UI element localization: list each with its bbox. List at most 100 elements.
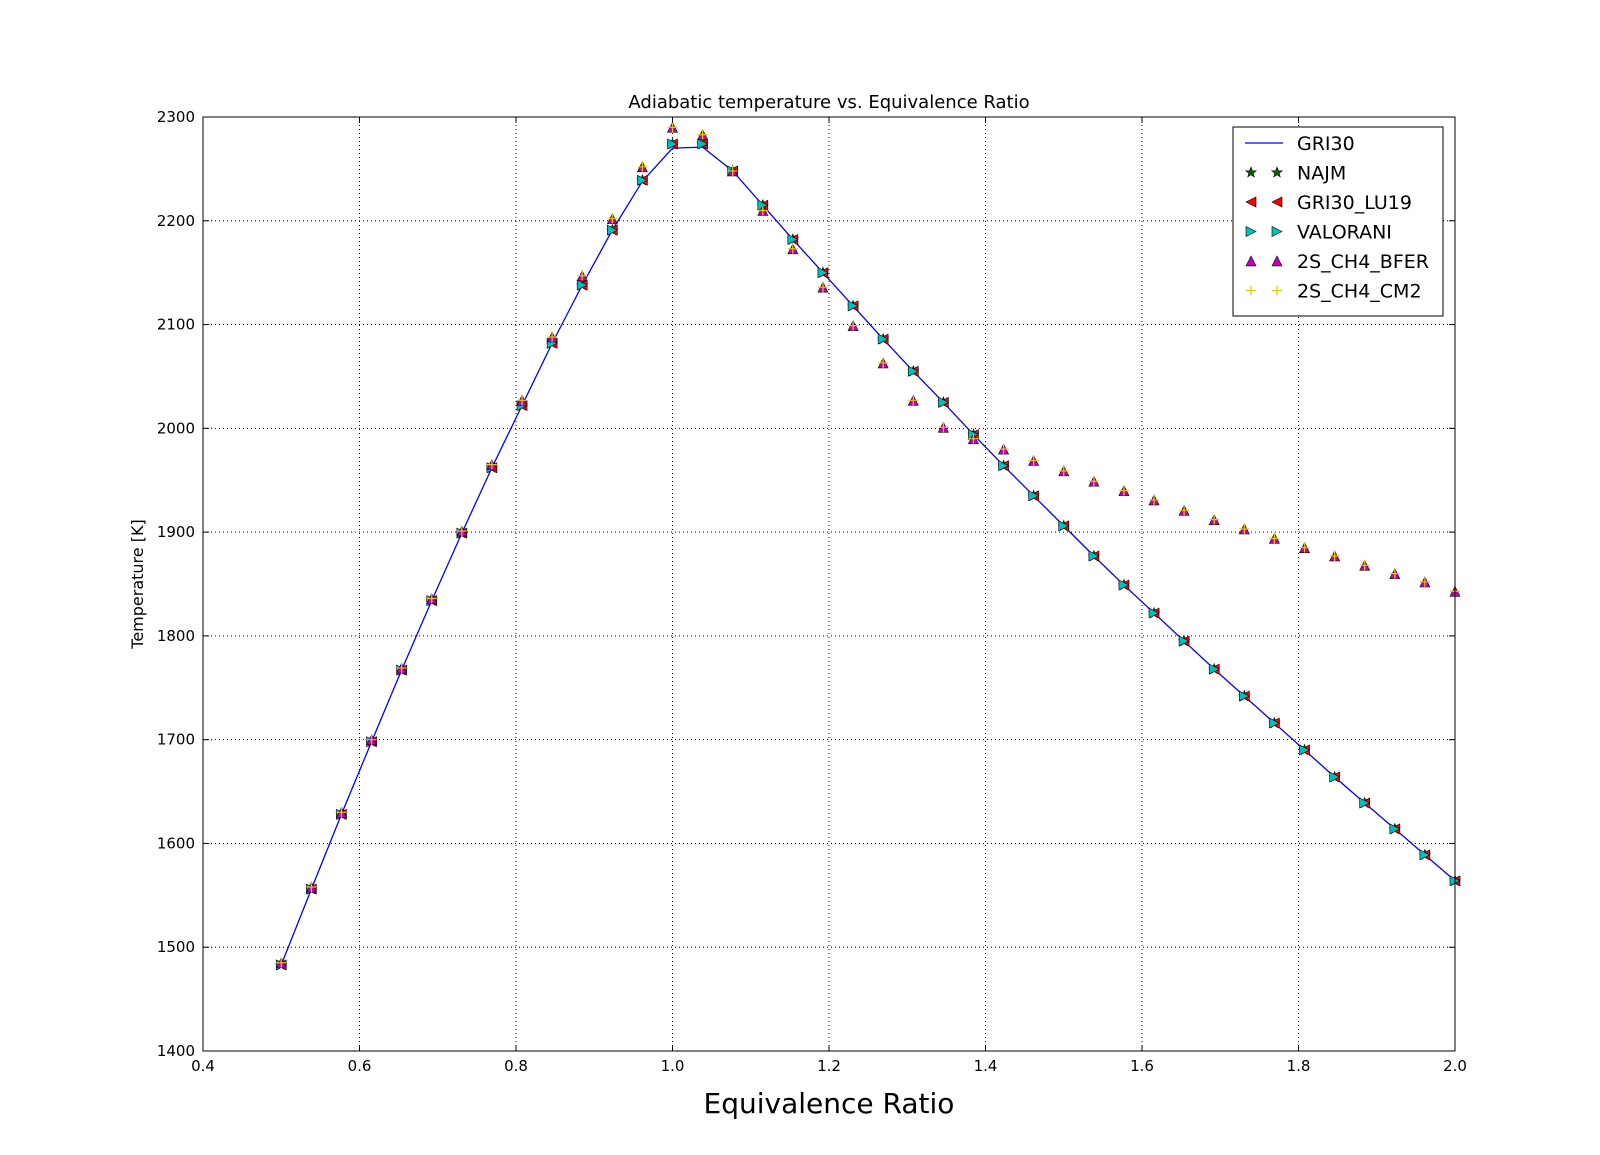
data-point xyxy=(637,174,649,186)
legend-marker xyxy=(1271,196,1283,208)
data-point xyxy=(878,357,889,368)
data-point xyxy=(607,224,618,236)
legend-marker xyxy=(1272,285,1282,296)
y-tick-label: 1800 xyxy=(157,627,195,645)
legend-item-2s-ch4-bfer: 2S_CH4_BFER xyxy=(1245,251,1429,273)
data-point xyxy=(667,138,679,150)
data-point xyxy=(576,279,588,291)
data-point xyxy=(1088,476,1099,487)
x-tick-label: 1.0 xyxy=(661,1057,685,1075)
legend-marker xyxy=(1271,255,1283,267)
data-point xyxy=(306,882,317,893)
data-point xyxy=(1269,717,1281,729)
legend-marker xyxy=(1245,196,1257,208)
data-point xyxy=(1329,771,1341,783)
legend-marker xyxy=(1246,285,1256,296)
x-tick-label: 2.0 xyxy=(1443,1057,1467,1075)
data-point xyxy=(907,365,919,377)
data-point xyxy=(1269,533,1280,544)
data-point xyxy=(787,243,798,254)
data-point xyxy=(998,444,1009,455)
series-line-gri30 xyxy=(280,146,1456,966)
y-tick-label: 1900 xyxy=(157,523,195,541)
legend-marker xyxy=(1244,166,1258,178)
data-point xyxy=(1118,485,1129,496)
data-point xyxy=(456,526,467,537)
data-point xyxy=(697,129,708,140)
y-axis-label: Temperature [K] xyxy=(128,519,147,649)
data-point xyxy=(667,122,678,133)
data-point xyxy=(366,734,377,745)
data-point xyxy=(908,395,919,406)
legend-label: GRI30 xyxy=(1297,133,1355,155)
data-point xyxy=(1058,520,1070,532)
data-point xyxy=(1239,523,1250,534)
legend-item-valorani: VALORANI xyxy=(1245,222,1392,244)
data-point xyxy=(1088,550,1100,562)
legend-box xyxy=(1232,126,1444,317)
legend-label: VALORANI xyxy=(1297,222,1392,244)
data-point xyxy=(848,320,859,331)
data-point xyxy=(1179,505,1190,516)
axis-ticks: 0.4 0.6 0.8 1.0 1.2 1.4 1.6 1.8 2.0 1400 1500 1600 1… xyxy=(157,108,1467,1075)
legend: GRI30 NAJM GRI30_LU19 VALORANI 2S_CH4_BFER 2S… xyxy=(1232,126,1444,317)
series-2s-ch4-cm2 xyxy=(276,122,1460,968)
data-point xyxy=(547,332,558,343)
data-point xyxy=(727,165,738,176)
data-point xyxy=(336,807,347,818)
data-point xyxy=(1299,744,1311,756)
data-point xyxy=(757,205,768,216)
y-tick-label: 1600 xyxy=(157,834,195,852)
data-point xyxy=(1208,663,1220,675)
data-point xyxy=(1419,849,1431,861)
data-point xyxy=(968,433,979,444)
x-tick-label: 0.4 xyxy=(191,1057,215,1075)
data-point xyxy=(426,593,437,604)
data-point xyxy=(1209,514,1220,525)
data-point xyxy=(1389,568,1400,579)
data-point xyxy=(1028,490,1040,502)
legend-item-gri30: GRI30 xyxy=(1245,133,1355,155)
data-point xyxy=(998,460,1010,472)
legend-marker xyxy=(1271,226,1283,237)
legend-marker xyxy=(1270,166,1284,178)
legend-marker xyxy=(1245,226,1257,237)
data-point xyxy=(1118,579,1130,591)
data-point xyxy=(517,395,528,406)
x-tick-label: 0.8 xyxy=(504,1057,528,1075)
y-tick-label: 2100 xyxy=(157,316,195,334)
data-point xyxy=(607,213,618,224)
data-point xyxy=(637,161,648,172)
data-point xyxy=(817,267,829,279)
y-tick-label: 2000 xyxy=(157,419,195,437)
data-point xyxy=(1239,690,1251,702)
x-tick-label: 1.6 xyxy=(1130,1057,1154,1075)
legend-item-2s-ch4-cm2: 2S_CH4_CM2 xyxy=(1246,281,1422,303)
legend-item-gri30-lu19: GRI30_LU19 xyxy=(1245,192,1412,214)
y-tick-label: 1500 xyxy=(157,938,195,956)
data-point xyxy=(1329,550,1340,561)
data-point xyxy=(847,300,859,312)
data-point xyxy=(1389,823,1401,835)
x-tick-label: 1.2 xyxy=(817,1057,841,1075)
x-tick-label: 0.6 xyxy=(348,1057,372,1075)
data-point xyxy=(1359,797,1371,809)
data-point xyxy=(276,957,287,968)
data-point xyxy=(396,663,407,674)
data-point xyxy=(1028,455,1039,466)
x-tick-label: 1.8 xyxy=(1287,1057,1311,1075)
legend-label: 2S_CH4_BFER xyxy=(1297,251,1429,273)
data-point xyxy=(1419,576,1430,587)
legend-label: GRI30_LU19 xyxy=(1297,192,1412,214)
data-point xyxy=(1148,607,1160,619)
data-point xyxy=(486,459,497,470)
plot-area xyxy=(275,121,1462,971)
data-point xyxy=(817,282,828,293)
data-point xyxy=(1178,635,1190,647)
x-tick-label: 1.4 xyxy=(974,1057,998,1075)
data-point xyxy=(877,333,889,345)
data-point xyxy=(697,138,709,150)
data-point xyxy=(938,422,949,433)
data-point xyxy=(1359,560,1370,571)
